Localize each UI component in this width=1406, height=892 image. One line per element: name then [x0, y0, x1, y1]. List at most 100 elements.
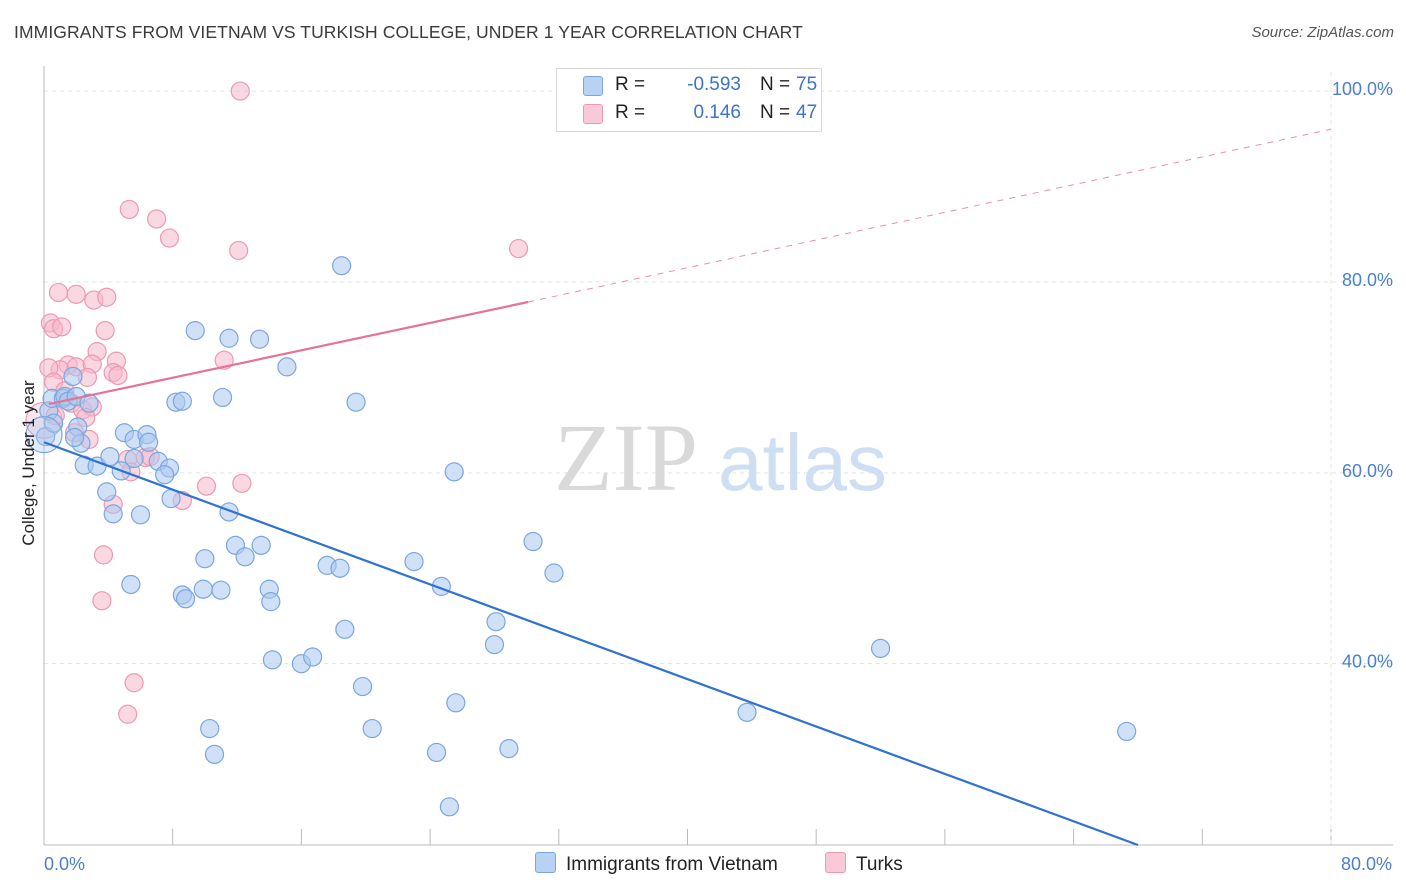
x-tick-max: 80.0% [1341, 854, 1392, 874]
vietnam-point [63, 366, 83, 387]
watermark-atlas: atlas [718, 418, 887, 507]
vietnam-point [193, 579, 213, 599]
bottom-legend-turks: Turks [825, 852, 903, 876]
vietnam-point [335, 619, 355, 639]
vietnam-point [200, 718, 220, 739]
legend-swatch-pink [583, 104, 603, 124]
vietnam-point [219, 502, 239, 522]
bottom-swatch-pink [825, 852, 846, 873]
vietnam-trend-line [43, 441, 1139, 847]
turks-point [508, 238, 529, 259]
vietnam-point [172, 391, 192, 411]
vietnam-point [544, 563, 564, 583]
y-tick-labels: 40.0% 60.0% 80.0% 100.0% [1332, 79, 1393, 672]
vietnam-point [277, 357, 297, 377]
legend-swatch-blue [583, 76, 603, 96]
vietnam-point [426, 742, 447, 763]
y-tick-label: 80.0% [1342, 270, 1393, 290]
turks-point [196, 476, 217, 496]
vietnam-point [249, 329, 270, 349]
vietnam-point [444, 462, 464, 482]
vietnam-point [25, 416, 63, 454]
vietnam-point [219, 328, 239, 348]
turks-point [66, 284, 86, 304]
turks-point [147, 209, 167, 229]
vietnam-point [1117, 721, 1137, 742]
turks-point [118, 704, 138, 724]
bottom-swatch-blue [535, 852, 556, 873]
vietnam-point [332, 256, 352, 276]
legend-n-value: 75 [796, 74, 818, 95]
vietnam-point [303, 647, 323, 667]
vietnam-point [484, 634, 505, 655]
vietnam-point [499, 739, 519, 759]
x-tick-min: 0.0% [44, 854, 85, 874]
turks-point [230, 81, 250, 101]
turks-point [92, 591, 112, 611]
turks-point [232, 473, 252, 493]
vietnam-point [235, 547, 255, 567]
legend-r-label: R = [615, 102, 646, 123]
vietnam-point [138, 432, 159, 452]
turks-point [229, 240, 249, 261]
vietnam-point [346, 392, 366, 412]
vietnam-points [25, 256, 1137, 817]
vietnam-point [121, 574, 141, 595]
vietnam-point [155, 465, 175, 485]
legend-r-value: -0.593 [687, 74, 741, 95]
vietnam-point [97, 482, 117, 502]
watermark: ZIP atlas [554, 404, 887, 511]
y-axis-label: College, Under 1 year [19, 380, 38, 546]
vietnam-point [261, 592, 281, 612]
grid-lines [44, 90, 1393, 665]
vietnam-point [352, 676, 373, 697]
turks-point [48, 282, 69, 303]
chart-title: IMMIGRANTS FROM VIETNAM VS TURKISH COLLE… [14, 22, 803, 42]
vietnam-point [404, 551, 424, 572]
vietnam-point [439, 797, 460, 817]
vietnam-point [362, 718, 382, 739]
bottom-legend-vietnam-label: Immigrants from Vietnam [566, 854, 778, 875]
legend-r-label: R = [615, 74, 646, 95]
vietnam-point [204, 744, 225, 764]
legend-r-value: 0.146 [693, 102, 741, 123]
stats-legend: R = -0.593 N = 75 R = 0.146 N = 47 [556, 68, 822, 132]
vietnam-point [737, 702, 757, 722]
legend-n-label: N = [760, 102, 791, 123]
axes [43, 66, 1393, 846]
trend-lines [43, 128, 1332, 847]
vietnam-point [175, 589, 196, 609]
vietnam-point [185, 321, 205, 341]
turks-trend-line [48, 300, 529, 406]
vietnam-point [523, 531, 543, 552]
vietnam-point [79, 393, 99, 413]
turks-point [95, 321, 115, 341]
vietnam-point [262, 650, 283, 670]
vietnam-point [44, 413, 64, 433]
turks-point [119, 199, 139, 220]
y-tick-label: 40.0% [1342, 652, 1393, 672]
y-tick-label: 100.0% [1332, 79, 1393, 99]
vietnam-point [446, 693, 466, 713]
turks-point [97, 287, 117, 307]
turks-trend-extension [528, 128, 1332, 303]
turks-point [93, 545, 114, 565]
vietnam-point [211, 580, 231, 600]
vietnam-point [251, 535, 271, 555]
turks-point [108, 365, 128, 386]
vietnam-point [64, 427, 85, 448]
turks-point [159, 228, 180, 248]
vietnam-point [103, 504, 123, 524]
legend-n-label: N = [760, 74, 791, 95]
turks-points [25, 81, 529, 724]
bottom-legend-vietnam: Immigrants from Vietnam [535, 852, 778, 876]
vietnam-point [124, 448, 144, 469]
y-tick-label: 60.0% [1342, 461, 1393, 481]
source-label: Source: ZipAtlas.com [1251, 24, 1394, 41]
vietnam-point [870, 638, 891, 659]
vietnam-point [486, 612, 506, 632]
turks-point [52, 317, 72, 337]
bottom-legend-turks-label: Turks [856, 854, 903, 875]
legend-n-value: 47 [796, 102, 818, 123]
